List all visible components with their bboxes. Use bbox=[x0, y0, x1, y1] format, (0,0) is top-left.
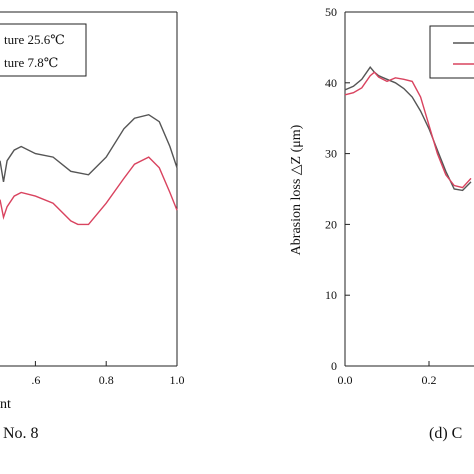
right-series-line-1 bbox=[344, 66, 472, 192]
right-legend-box bbox=[429, 25, 474, 79]
left-x-tick-label: .6 bbox=[31, 373, 40, 387]
left-x-tick-label: 0.8 bbox=[99, 373, 114, 387]
left-legend-entry-1: ture 25.6℃ bbox=[4, 32, 65, 47]
right-y-tick-label: 50 bbox=[325, 5, 337, 19]
right-series-line-2 bbox=[344, 71, 472, 189]
right-y-tick-label: 40 bbox=[325, 76, 337, 90]
right-x-tick-label: 0.0 bbox=[338, 373, 353, 387]
right-y-tick-label: 30 bbox=[325, 147, 337, 161]
left-legend-entry-2: ture 7.8℃ bbox=[4, 55, 58, 70]
right-chart-panel: 0 10 20 30 40 50 0.0 0.2 Abrasion loss △Z (μm) (d… bbox=[289, 5, 474, 442]
left-legend-box bbox=[0, 23, 87, 77]
left-series-line-2 bbox=[0, 156, 178, 226]
right-caption: (d) C bbox=[429, 425, 462, 442]
right-y-tick-label: 10 bbox=[325, 288, 337, 302]
right-y-axis-label: Abrasion loss △Z (μm) bbox=[289, 124, 304, 255]
left-series-line-1 bbox=[0, 113, 178, 183]
right-legend bbox=[429, 25, 474, 79]
left-legend: ture 25.6℃ ture 7.8℃ bbox=[0, 23, 87, 77]
left-x-axis-label: nt bbox=[0, 397, 11, 412]
right-x-tick-label: 0.2 bbox=[422, 373, 437, 387]
left-caption: No. 8 bbox=[3, 425, 39, 442]
left-x-tick-label: 1.0 bbox=[170, 373, 185, 387]
right-y-tick-label: 0 bbox=[331, 359, 337, 373]
left-chart-panel: .6 0.8 1.0 nt ture 25.6℃ ture 7.8℃ No. 8 bbox=[0, 11, 185, 442]
right-y-tick-label: 20 bbox=[325, 217, 337, 231]
